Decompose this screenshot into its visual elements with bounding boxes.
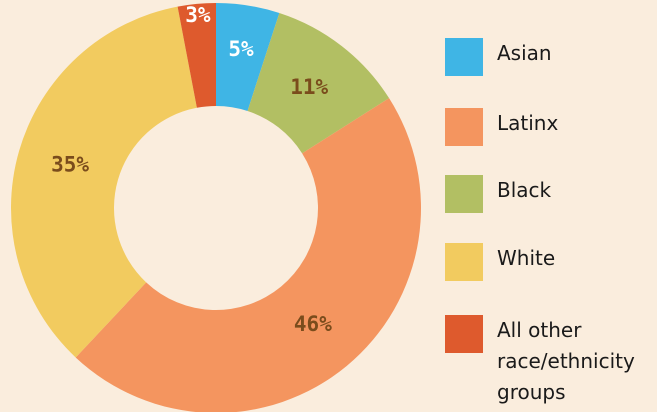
legend-swatch (445, 38, 483, 76)
slice (11, 6, 197, 358)
data-label: 46% (294, 312, 332, 336)
legend-swatch (445, 315, 483, 353)
legend-item: Latinx (445, 108, 647, 146)
data-label: 11% (290, 75, 328, 99)
legend-label: All other race/ethnicity groups (497, 318, 635, 404)
data-label: 5% (228, 37, 254, 61)
slice (247, 13, 390, 154)
legend-item: All other race/ethnicity groups (445, 315, 647, 408)
slice (177, 3, 216, 108)
data-label: 35% (51, 153, 89, 177)
legend-item: Black (445, 175, 647, 213)
data-label: 3% (185, 3, 211, 27)
legend-item: Asian (445, 38, 647, 76)
legend-label: White (497, 246, 556, 270)
legend-item: White (445, 243, 647, 281)
legend-label: Latinx (497, 111, 559, 135)
legend-label: Black (497, 178, 552, 202)
legend-label: Asian (497, 41, 552, 65)
legend-swatch (445, 108, 483, 146)
slice (216, 3, 280, 111)
legend-swatch (445, 175, 483, 213)
slice (75, 98, 421, 412)
legend-swatch (445, 243, 483, 281)
